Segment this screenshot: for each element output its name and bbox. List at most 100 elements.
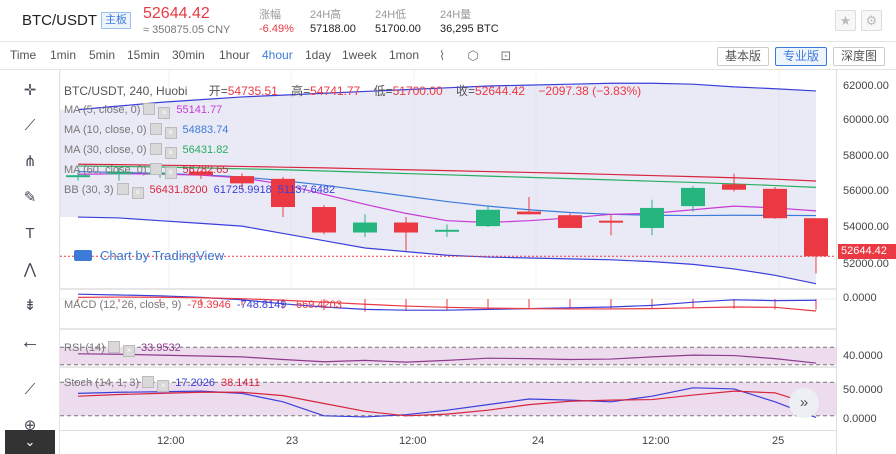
close-icon[interactable]: × — [158, 107, 171, 119]
price-chart[interactable] — [60, 70, 836, 430]
macd-histogram-bar — [241, 299, 243, 306]
legend-change: −2097.38 (−3.83%) — [538, 84, 642, 98]
legend-ma5: MA (5, close, 0) × 55141.77 — [64, 103, 222, 119]
timeframe-1min[interactable]: 1min — [50, 48, 77, 62]
ma5-name: MA (5, close, 0) — [64, 104, 141, 116]
screenshot-icon[interactable]: ⊡ — [500, 48, 512, 63]
timeframe-4hour[interactable]: 4hour — [262, 48, 293, 62]
version-pro-button[interactable]: 专业版 — [775, 47, 828, 66]
stoch-axis-tick-0: 0.0000 — [843, 413, 877, 425]
macd-histogram-bar — [651, 299, 653, 309]
legend-ma60: MA (60, close, 0) × 56782.65 — [64, 163, 228, 179]
version-basic-button[interactable]: 基本版 — [717, 47, 770, 66]
depth-chart-button[interactable]: 深度图 — [833, 47, 886, 66]
bb-upper-line — [77, 82, 817, 111]
x-tick-label: 24 — [532, 435, 545, 447]
settings-icon[interactable] — [149, 143, 162, 155]
macd-histogram-bar — [118, 299, 120, 303]
y-tick-60000: 60000.00 — [843, 114, 889, 126]
y-tick-56000: 56000.00 — [843, 185, 889, 197]
settings-icon[interactable]: ⚙ — [861, 10, 882, 31]
price-axis[interactable]: 62000.00 60000.00 58000.00 56000.00 5400… — [836, 70, 896, 454]
bb-middle-value: 56431.8200 — [149, 184, 208, 196]
ruler-icon[interactable]: ⟋ — [24, 381, 36, 398]
indicators-icon[interactable]: ⌇ — [438, 48, 446, 63]
close-icon[interactable]: × — [131, 187, 144, 199]
legend-low: 51700.00 — [392, 84, 443, 98]
x-tick-label: 12:00 — [399, 435, 427, 447]
pattern-icon[interactable]: ⋀ — [23, 261, 37, 278]
ma5-value: 55141.77 — [176, 104, 223, 116]
bb-name: BB (30, 3) — [64, 184, 114, 196]
legend-macd: MACD (12, 26, close, 9) -79.3946 -748.8149… — [64, 299, 342, 311]
last-price: 52644.42 — [143, 5, 210, 22]
pair-name[interactable]: BTC/USDT — [22, 12, 97, 29]
y-tick-52000: 52000.00 — [843, 258, 889, 270]
candle-body — [681, 187, 705, 207]
indicator-legends: MA (5, close, 0) × 55141.77 MA (10, close,… — [60, 70, 836, 430]
timeframe-1hour[interactable]: 1hour — [219, 48, 250, 62]
stoch-k-value: 17.2026 — [175, 377, 215, 389]
macd-histogram-bar — [446, 299, 448, 311]
close-icon[interactable]: × — [157, 380, 170, 392]
timeframe-5min[interactable]: 5min — [89, 48, 116, 62]
measure-icon[interactable]: ⇟ — [23, 297, 37, 314]
chart-settings-icon[interactable]: ⬡ — [467, 48, 479, 63]
macd-histogram-bar — [159, 299, 161, 303]
collapse-toolbar-button[interactable]: ⌄ — [5, 430, 55, 454]
macd-histogram-bar — [200, 299, 202, 304]
candle-body — [271, 178, 295, 208]
close-icon[interactable]: × — [164, 147, 177, 159]
settings-icon[interactable] — [143, 103, 156, 115]
y-tick-54000: 54000.00 — [843, 221, 889, 233]
stat-value-high: 57188.00 — [310, 23, 356, 35]
scroll-to-latest-button[interactable]: » — [789, 388, 819, 418]
settings-icon[interactable] — [116, 183, 129, 195]
candle-body — [312, 207, 336, 233]
candle-body — [107, 171, 131, 175]
candle-body — [763, 188, 787, 219]
legend-high-label: 高= — [291, 84, 311, 98]
ma60-name: MA (60, close, 0) — [64, 164, 147, 176]
stat-value-volume: 36,295 BTC — [440, 23, 499, 35]
current-price-label: 52644.42 — [838, 244, 896, 259]
settings-icon[interactable] — [149, 163, 162, 175]
rsi-band — [60, 347, 836, 365]
close-icon[interactable]: × — [164, 127, 177, 139]
macd-histogram-bar — [815, 299, 817, 310]
ma60-line — [77, 163, 817, 182]
brush-icon[interactable]: ✎ — [23, 189, 37, 206]
star-icon[interactable]: ★ — [835, 10, 856, 31]
candle-body — [558, 215, 582, 228]
settings-icon[interactable] — [107, 341, 120, 353]
crosshair-icon[interactable]: ✛ — [23, 82, 37, 99]
timeframe-30min[interactable]: 30min — [172, 48, 205, 62]
timeframe-time[interactable]: Time — [10, 48, 37, 62]
tradingview-attribution[interactable]: Chart by TradingView — [74, 248, 224, 263]
close-icon[interactable]: × — [164, 167, 177, 179]
candle-body — [517, 211, 541, 215]
timeframe-15min[interactable]: 15min — [127, 48, 160, 62]
text-icon[interactable]: T — [25, 225, 35, 242]
trend-line-icon[interactable]: ⟋ — [24, 117, 36, 134]
pitchfork-icon[interactable]: ⋔ — [23, 153, 37, 170]
timeframe-1week[interactable]: 1week — [342, 48, 377, 62]
macd-pane — [60, 293, 836, 330]
legend-close-label: 收= — [456, 84, 476, 98]
ma60-value: 56782.65 — [182, 164, 229, 176]
close-icon[interactable]: × — [122, 345, 135, 357]
settings-icon[interactable] — [149, 123, 162, 135]
zoom-in-icon[interactable]: ⊕ — [23, 417, 37, 434]
time-axis[interactable]: 12:00 23 12:00 24 12:00 25 — [60, 430, 836, 454]
legend-bb: BB (30, 3) × 56431.8200 61725.9918 51137.648… — [64, 183, 335, 199]
timeframe-1mon[interactable]: 1mon — [389, 48, 420, 62]
back-arrow-icon[interactable]: ← — [20, 331, 40, 353]
timeframe-1day[interactable]: 1day — [305, 48, 332, 62]
stat-value-low: 51700.00 — [375, 23, 421, 35]
chart-legend: BTC/USDT, 240, Huobi 开=54735.51 高=54741.… — [64, 82, 641, 99]
settings-icon[interactable] — [142, 376, 155, 388]
macd-axis-tick: 0.0000 — [843, 292, 877, 304]
chart-toolbar: Time 1min 5min 15min 30min 1hour 4hour 1… — [0, 42, 896, 70]
macd-histogram-bar — [569, 299, 571, 308]
